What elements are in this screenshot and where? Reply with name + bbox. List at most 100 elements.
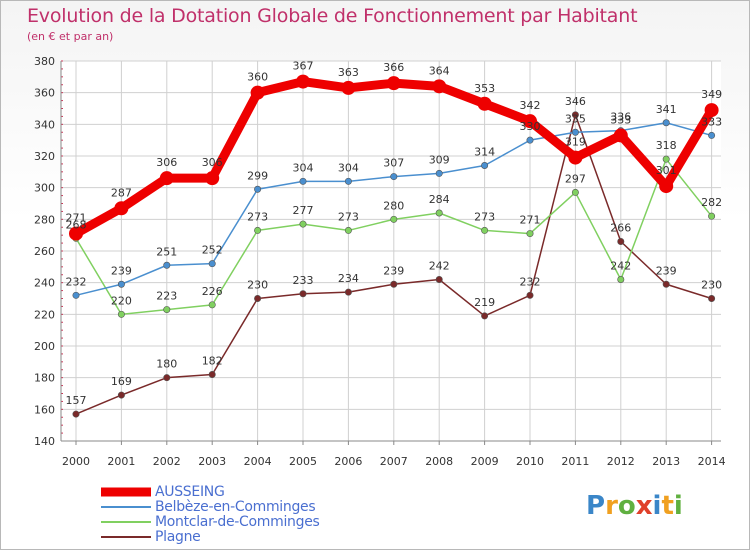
data-label: 314 <box>474 146 495 159</box>
data-point <box>571 188 579 196</box>
data-point <box>69 226 83 241</box>
legend-label: Belbèze-en-Comminges <box>155 499 316 515</box>
data-label: 282 <box>701 196 722 209</box>
x-tick-label: 2011 <box>561 455 589 468</box>
data-point <box>571 128 579 136</box>
y-tick-label: 160 <box>34 403 55 416</box>
data-label: 230 <box>247 279 268 292</box>
data-label: 319 <box>565 136 586 149</box>
data-label: 366 <box>383 61 404 74</box>
data-label: 234 <box>338 272 359 285</box>
data-point <box>296 74 310 89</box>
data-point <box>435 169 443 177</box>
x-tick-label: 2014 <box>698 455 726 468</box>
x-tick-label: 2007 <box>380 455 408 468</box>
data-point <box>344 177 352 185</box>
data-point <box>568 150 583 165</box>
data-point <box>254 226 262 234</box>
data-point <box>435 209 443 217</box>
data-point <box>163 374 171 382</box>
data-label: 242 <box>610 260 631 273</box>
data-point <box>299 220 307 228</box>
data-label: 232 <box>66 275 87 288</box>
data-label: 271 <box>520 214 541 227</box>
data-point <box>163 261 171 269</box>
data-label: 219 <box>474 296 495 309</box>
data-label: 336 <box>610 111 631 124</box>
data-point <box>704 103 719 118</box>
data-point <box>344 288 352 296</box>
data-label: 309 <box>429 153 450 166</box>
legend-swatch-ausseing <box>101 487 151 497</box>
data-label: 277 <box>293 204 314 217</box>
data-label: 341 <box>656 103 677 116</box>
data-label: 273 <box>247 210 268 223</box>
data-label: 346 <box>565 95 586 108</box>
data-label: 287 <box>111 186 132 199</box>
x-tick-label: 2006 <box>334 455 362 468</box>
x-tick-label: 2013 <box>652 455 680 468</box>
data-point <box>72 410 80 418</box>
data-point <box>208 370 216 378</box>
data-point <box>662 280 670 288</box>
data-point <box>205 171 220 186</box>
data-label: 367 <box>293 60 314 73</box>
data-point <box>659 179 674 194</box>
data-point <box>254 185 262 193</box>
data-label: 304 <box>293 161 314 174</box>
x-tick-label: 2009 <box>471 455 499 468</box>
data-label: 223 <box>156 290 177 303</box>
data-label: 252 <box>202 244 223 257</box>
data-label: 301 <box>656 164 677 177</box>
x-tick-label: 2002 <box>153 455 181 468</box>
data-label: 182 <box>202 355 223 368</box>
data-label: 363 <box>338 66 359 79</box>
data-label: 299 <box>247 169 268 182</box>
data-point <box>299 290 307 298</box>
legend-label: Plagne <box>155 529 201 545</box>
data-label: 233 <box>293 274 314 287</box>
data-label: 364 <box>429 64 450 77</box>
data-point <box>526 291 534 299</box>
data-point <box>477 96 492 111</box>
data-point <box>390 215 398 223</box>
data-label: 306 <box>202 156 223 169</box>
data-point <box>613 128 628 143</box>
data-label: 273 <box>474 210 495 223</box>
legend-swatch-montclar <box>101 521 151 523</box>
data-label: 220 <box>111 294 132 307</box>
data-label: 318 <box>656 139 677 152</box>
data-label: 342 <box>520 99 541 112</box>
data-point <box>617 275 625 283</box>
data-label: 232 <box>520 275 541 288</box>
data-point <box>390 173 398 181</box>
proxiti-logo: Proxiti <box>586 491 683 521</box>
legend-label: Montclar-de-Comminges <box>155 514 320 530</box>
x-tick-label: 2012 <box>607 455 635 468</box>
data-label: 271 <box>66 212 87 225</box>
data-label: 333 <box>701 115 722 128</box>
y-tick-label: 220 <box>34 308 55 321</box>
data-point <box>254 294 262 302</box>
y-tick-label: 200 <box>34 340 55 353</box>
y-tick-label: 280 <box>34 213 55 226</box>
data-label: 239 <box>656 264 677 277</box>
data-label: 273 <box>338 210 359 223</box>
data-point <box>341 80 356 95</box>
data-label: 335 <box>565 112 586 125</box>
chart-title: Evolution de la Dotation Globale de Fonc… <box>27 5 638 27</box>
y-tick-label: 320 <box>34 150 55 163</box>
data-point <box>662 119 670 127</box>
y-tick-label: 380 <box>34 55 55 68</box>
data-point <box>523 114 537 129</box>
data-label: 230 <box>701 279 722 292</box>
data-point <box>662 155 670 163</box>
data-point <box>481 226 489 234</box>
y-tick-label: 140 <box>34 435 55 448</box>
data-label: 169 <box>111 375 132 388</box>
data-label: 304 <box>338 161 359 174</box>
data-label: 280 <box>383 199 404 212</box>
x-tick-label: 2005 <box>289 455 317 468</box>
data-label: 180 <box>156 358 177 371</box>
